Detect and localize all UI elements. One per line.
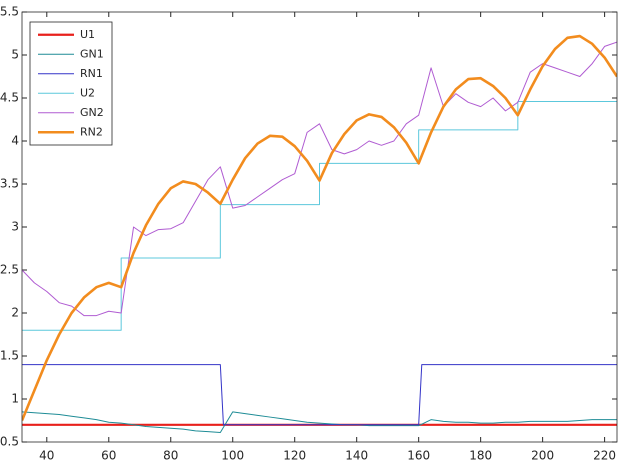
y-tick-label: 4 <box>11 134 19 148</box>
x-tick-label: 60 <box>101 449 116 463</box>
series-line <box>22 100 617 331</box>
y-tick-label: 5 <box>11 48 19 62</box>
x-tick-label: 120 <box>283 449 306 463</box>
series-line <box>22 411 617 434</box>
x-tick-label: 140 <box>345 449 368 463</box>
y-tick-label: 5.5 <box>0 5 19 19</box>
series-line <box>22 41 617 317</box>
legend-box <box>29 21 113 146</box>
legend-label: U1 <box>80 28 95 41</box>
y-tick-label: 2.5 <box>0 263 19 277</box>
y-tick-label: 2 <box>11 306 19 320</box>
legend-label: RN1 <box>80 67 103 80</box>
y-tick-label: 1 <box>11 392 19 406</box>
legend-label: U2 <box>80 86 95 99</box>
legend-label: GN1 <box>80 47 104 60</box>
legend: U1 GN1 RN1 U2 GN2 RN2 <box>29 21 113 146</box>
legend-label: GN2 <box>80 106 104 119</box>
axes-box <box>21 11 618 443</box>
y-tick-label: 3.5 <box>0 177 19 191</box>
series-line <box>22 364 617 426</box>
y-tick-label: 1.5 <box>0 349 19 363</box>
x-tick-label: 40 <box>39 449 54 463</box>
y-tick-label: 4.5 <box>0 91 19 105</box>
x-tick-label: 180 <box>469 449 492 463</box>
y-tick-label: 3 <box>11 220 19 234</box>
x-tick-label: 80 <box>163 449 178 463</box>
x-tick-label: 200 <box>531 449 554 463</box>
x-tick-label: 160 <box>407 449 430 463</box>
y-tick-label: 0.5 <box>0 435 19 449</box>
series-line <box>22 34 617 421</box>
legend-label: RN2 <box>80 125 103 138</box>
x-tick-label: 220 <box>593 449 616 463</box>
x-tick-label: 100 <box>221 449 244 463</box>
